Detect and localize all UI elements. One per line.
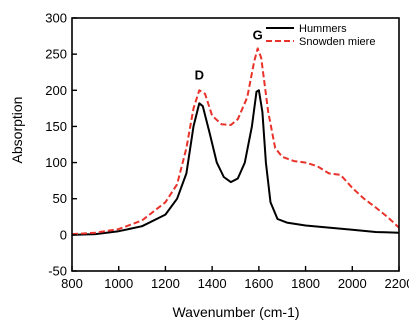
annotation-layer: DG — [195, 28, 263, 83]
x-tick-label: 1200 — [151, 276, 180, 291]
y-tick-label: 300 — [45, 11, 67, 26]
plot-frame — [71, 17, 400, 272]
x-tick-label: 1000 — [104, 276, 133, 291]
y-axis-label: Absorption — [9, 97, 25, 164]
y-tick-label: -50 — [48, 264, 67, 279]
x-tick-label: 800 — [61, 276, 83, 291]
series-line-1 — [71, 47, 400, 236]
series-layer — [71, 47, 400, 236]
y-tick-label: 150 — [45, 119, 67, 134]
y-tick-label: 100 — [45, 155, 67, 170]
y-tick-label: 50 — [53, 191, 67, 206]
x-tick-label: 2200 — [385, 276, 409, 291]
x-tick-label: 1800 — [291, 276, 320, 291]
series-line-0 — [71, 89, 400, 236]
peak-label: D — [195, 67, 204, 82]
x-axis-label: Wavenumber (cm-1) — [172, 304, 299, 320]
x-tick-label: 2000 — [338, 276, 367, 291]
tick-layer: 800 1000 1200 1400 1600 1800 2000 2200 -50 0 50 100… — [45, 11, 409, 292]
x-tick-label: 1600 — [244, 276, 273, 291]
y-axis-label-group: Absorption — [9, 97, 25, 164]
y-tick-label: 200 — [45, 83, 67, 98]
legend-label-1: Snowden miere — [299, 36, 375, 48]
x-tick-label: 1400 — [198, 276, 227, 291]
y-tick-label: 0 — [60, 227, 67, 242]
y-tick-label: 250 — [45, 47, 67, 62]
peak-label: G — [253, 28, 263, 43]
legend-label-0: Hummers — [299, 23, 347, 35]
